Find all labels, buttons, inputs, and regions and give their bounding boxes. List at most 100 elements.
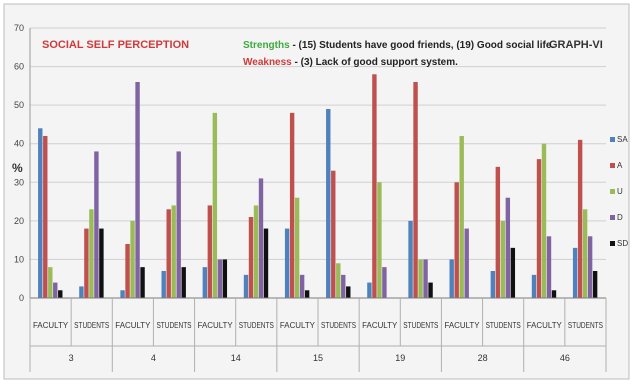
legend-swatch-d [610, 215, 615, 220]
x-tick-label: FACULTY [33, 321, 69, 330]
bar-a-1 [84, 228, 89, 298]
group-label: 46 [560, 353, 570, 363]
bar-sd-9 [428, 282, 433, 298]
bar-u-12 [541, 143, 547, 298]
weakness-text: - (3) Lack of good support system. [292, 57, 458, 68]
bar-u-3 [171, 205, 176, 298]
x-tick-label: STUDENTS [321, 321, 356, 330]
legend-label-a: A [617, 161, 623, 170]
y-tick-label: 0 [19, 293, 24, 303]
bar-d-0 [53, 282, 58, 298]
strengths-label: Strengths [243, 40, 290, 51]
bar-a-9 [413, 82, 418, 298]
bar-d-1 [94, 151, 99, 298]
bar-d-9 [423, 259, 428, 298]
strengths-annotation: Strengths - (15) Students have good frie… [243, 40, 554, 51]
x-tick-label: FACULTY [115, 321, 151, 330]
bar-sa-8 [367, 282, 372, 298]
bar-a-13 [577, 139, 583, 298]
group-label: 28 [478, 353, 488, 363]
bar-sd-7 [346, 286, 351, 298]
bar-a-2 [125, 244, 130, 298]
x-tick-label: STUDENTS [486, 321, 521, 330]
bar-a-0 [43, 136, 48, 298]
x-tick-label: FACULTY [444, 321, 480, 330]
legend-swatch-sa [610, 137, 615, 142]
x-tick-label: STUDENTS [568, 321, 603, 330]
x-tick-label: FACULTY [527, 321, 563, 330]
y-axis-label: % [12, 161, 23, 175]
legend-label-sd: SD [617, 239, 628, 248]
bar-u-8 [377, 182, 382, 298]
bar-u-7 [336, 263, 341, 298]
bar-d-3 [176, 151, 181, 298]
bar-d-11 [505, 197, 511, 298]
bar-a-8 [372, 74, 377, 298]
bar-u-10 [459, 136, 464, 298]
strengths-text: - (15) Students have good friends, (19) … [290, 40, 555, 51]
bar-u-1 [89, 209, 94, 298]
bar-sa-9 [408, 220, 413, 298]
bar-sd-13 [592, 271, 598, 298]
bar-u-0 [48, 267, 53, 298]
bar-sa-7 [326, 109, 331, 298]
bars-layer [38, 74, 598, 298]
bar-sa-2 [120, 290, 125, 298]
group-label: 14 [231, 353, 241, 363]
x-tick-label: STUDENTS [74, 321, 109, 330]
bar-d-13 [587, 236, 593, 298]
legend-label-d: D [617, 213, 623, 222]
legend-swatch-a [610, 163, 615, 168]
bar-sa-5 [243, 274, 249, 298]
x-tick-label: STUDENTS [239, 321, 274, 330]
bar-sa-6 [284, 228, 290, 298]
bar-u-4 [212, 112, 218, 298]
bar-d-2 [135, 82, 140, 298]
bar-sa-3 [161, 271, 166, 298]
bar-a-10 [454, 182, 459, 298]
legend-swatch-u [610, 189, 615, 194]
bar-sd-3 [181, 267, 186, 298]
y-tick-label: 20 [14, 216, 24, 226]
y-tick-label: 10 [14, 254, 24, 264]
bar-a-12 [536, 159, 542, 298]
y-tick-label: 30 [14, 177, 24, 187]
bar-sa-10 [449, 259, 454, 298]
bar-sd-4 [222, 259, 228, 298]
bar-d-8 [382, 267, 387, 298]
bar-d-7 [341, 274, 346, 298]
legend-label-sa: SA [617, 135, 628, 144]
x-tick-label: FACULTY [198, 321, 234, 330]
weakness-label: Weakness [243, 57, 292, 68]
bar-d-12 [546, 236, 552, 298]
bar-d-4 [217, 259, 223, 298]
bar-a-3 [166, 209, 171, 298]
graph-label: GRAPH-VI [549, 39, 603, 51]
legend: SA A U D SD [610, 135, 628, 248]
bar-sd-11 [510, 247, 516, 298]
y-tick-label: 40 [14, 139, 24, 149]
bar-sd-2 [140, 267, 145, 298]
bar-sa-4 [202, 267, 208, 298]
bar-d-5 [258, 178, 264, 298]
x-tick-label: FACULTY [280, 321, 316, 330]
bar-d-6 [299, 274, 305, 298]
bar-sd-1 [99, 228, 104, 298]
bar-sd-5 [263, 228, 269, 298]
bar-u-5 [253, 205, 259, 298]
bar-a-7 [331, 170, 336, 298]
bar-a-11 [495, 166, 501, 298]
x-tick-label: STUDENTS [403, 321, 438, 330]
bar-u-6 [294, 197, 300, 298]
bar-a-6 [289, 112, 295, 298]
group-label: 15 [313, 353, 323, 363]
bar-sd-6 [304, 290, 310, 298]
group-label: 3 [69, 353, 74, 363]
y-tick-label: 70 [14, 23, 24, 33]
weakness-annotation: Weakness - (3) Lack of good support syst… [243, 57, 458, 68]
group-label: 4 [151, 353, 156, 363]
bar-sa-13 [572, 247, 578, 298]
bar-u-11 [500, 220, 506, 298]
